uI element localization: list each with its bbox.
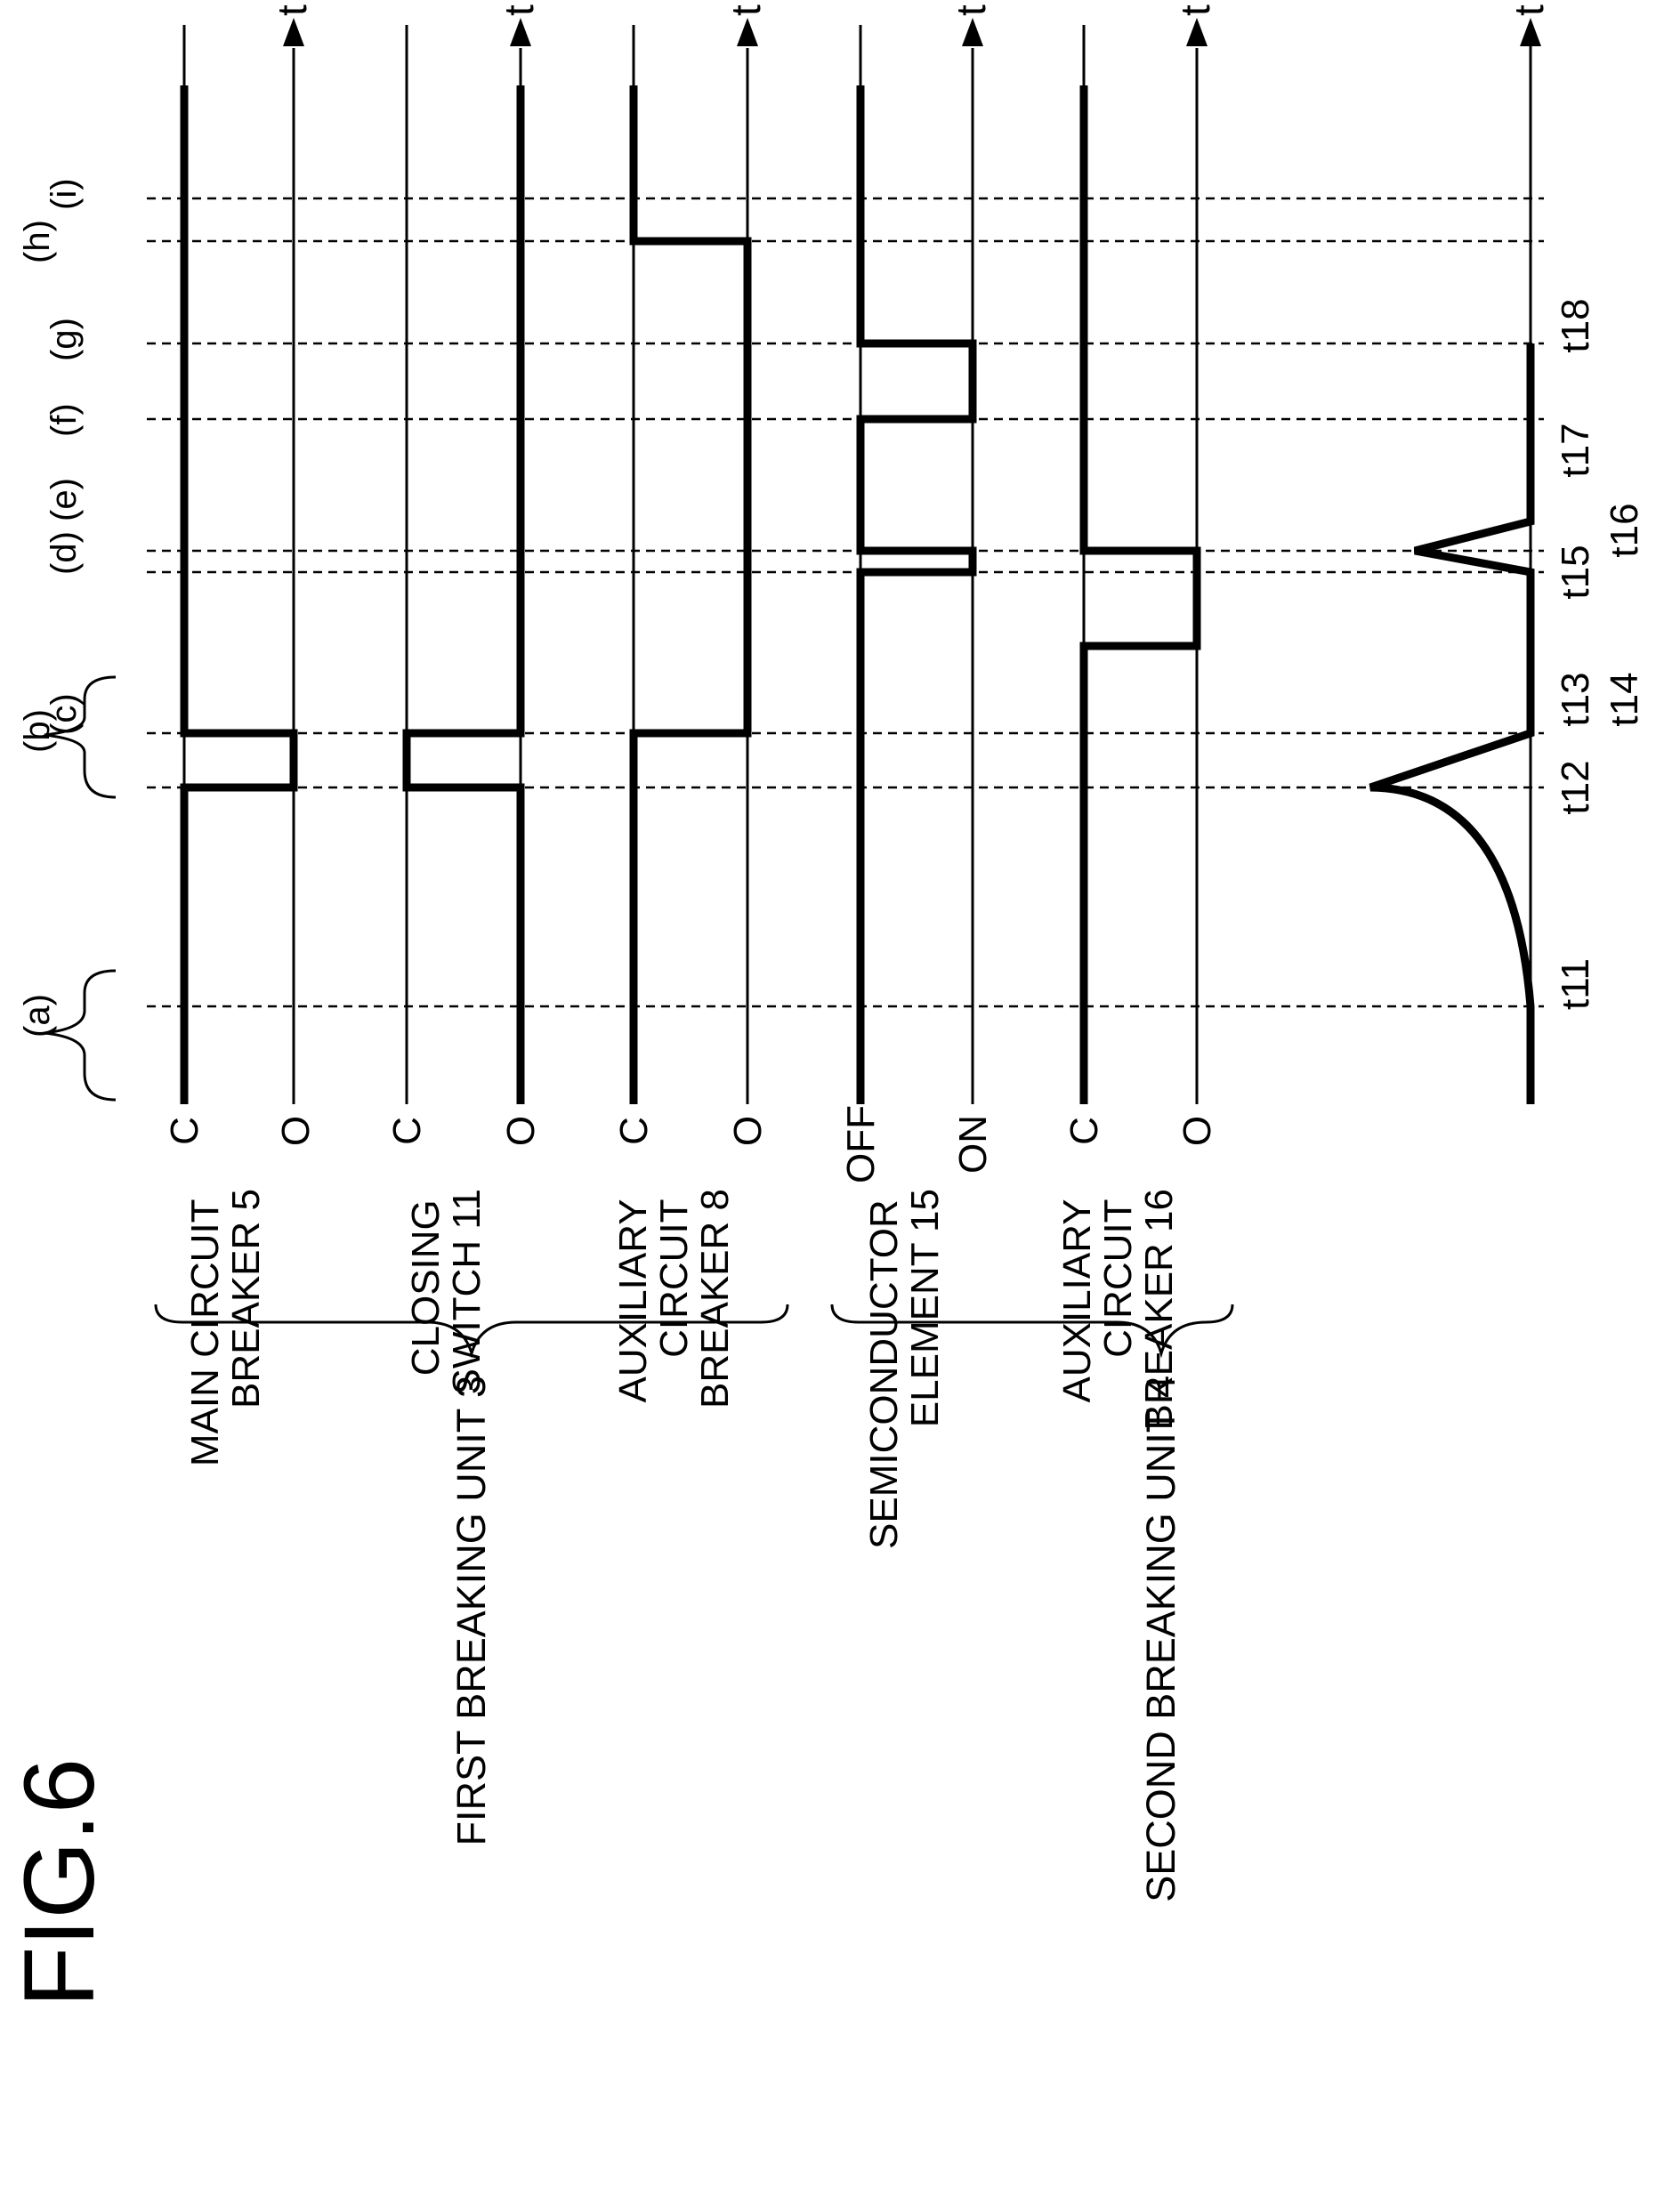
time-axis-label: t [723, 4, 769, 16]
level-label: C [385, 1117, 429, 1145]
time-tick: t12 [1554, 760, 1597, 814]
time-axis-labels: t t t t t t [269, 4, 1552, 16]
waveform-closing-switch-11 [402, 85, 525, 1104]
level-label: O [726, 1116, 770, 1146]
event-label-c: (c) [44, 693, 84, 735]
time-tick: t18 [1554, 298, 1597, 352]
group-label-second-breaking-unit: SECOND BREAKING UNIT 4 [1138, 1376, 1183, 1902]
level-label: O [1175, 1116, 1219, 1146]
time-tick: t11 [1554, 958, 1597, 1010]
event-labels: (a) (b) (c) (d) (e) (f) (g) (h) (i) [18, 178, 84, 1037]
waveforms [180, 85, 1535, 1104]
waveform-semiconductor-element-15 [856, 85, 977, 1104]
event-label-b: (b) [18, 709, 57, 753]
event-label-f: (f) [44, 403, 84, 437]
time-axis-label: t [948, 4, 994, 16]
time-tick: t16 [1603, 503, 1646, 557]
event-label-h: (h) [18, 220, 57, 263]
time-axis-label: t [1172, 4, 1218, 16]
level-label: OFF [839, 1105, 883, 1183]
time-tick: t14 [1603, 672, 1646, 726]
row-label-auxiliary-circuit-breaker-8: AUXILIARY CIRCUIT BREAKER 8 [611, 1189, 737, 1409]
row-label-closing-switch: CLOSING SWITCH 11 [404, 1189, 489, 1394]
time-axis-label: t [496, 4, 542, 16]
level-labels: C O C O C O OFF ON C O [163, 1105, 1219, 1183]
row-label-main-circuit-breaker: MAIN CIRCUIT BREAKER 5 [183, 1189, 268, 1466]
level-label: O [499, 1116, 543, 1146]
brace-first-breaking-unit [154, 1304, 789, 1359]
group-label-first-breaking-unit: FIRST BREAKING UNIT 3 [448, 1376, 494, 1845]
row-label-auxiliary-circuit-breaker-16: AUXILIARY CIRCUIT BREAKER 16 [1055, 1189, 1181, 1430]
figure-title: FIG.6 [4, 1758, 115, 2007]
event-lines [147, 197, 1544, 1008]
level-label: ON [951, 1115, 995, 1174]
time-tick: t13 [1554, 672, 1597, 726]
event-label-e: (e) [44, 478, 84, 521]
level-label: C [1062, 1117, 1106, 1145]
row-label-semiconductor-element: SEMICONDUCTOR ELEMENT 15 [862, 1189, 947, 1549]
level-label: C [612, 1117, 656, 1145]
row-labels: MAIN CIRCUIT BREAKER 5 CLOSING SWITCH 11… [183, 1189, 1181, 1549]
event-label-g: (g) [44, 318, 84, 361]
waveform-current [1369, 343, 1535, 1104]
event-label-a: (a) [18, 994, 57, 1037]
brace-b [44, 675, 117, 799]
time-axis-label: t [269, 4, 315, 16]
time-tick-labels: t11 t12 t13 t14 t15 t16 t17 t18 [1554, 298, 1646, 1010]
waveform-auxiliary-circuit-breaker-16 [1079, 85, 1201, 1104]
event-label-i: (i) [44, 178, 84, 210]
brace-second-breaking-unit [830, 1304, 1234, 1359]
level-label: O [274, 1116, 318, 1146]
brace-a [44, 969, 117, 1102]
time-tick: t15 [1554, 545, 1597, 599]
arrowheads [283, 18, 1541, 46]
time-axis-label: t [1506, 4, 1552, 16]
time-tick: t17 [1554, 423, 1597, 477]
waveform-main-circuit-breaker-5 [180, 85, 298, 1104]
level-label: C [163, 1117, 206, 1145]
waveform-auxiliary-circuit-breaker-8 [629, 85, 752, 1104]
event-label-d: (d) [44, 531, 84, 575]
